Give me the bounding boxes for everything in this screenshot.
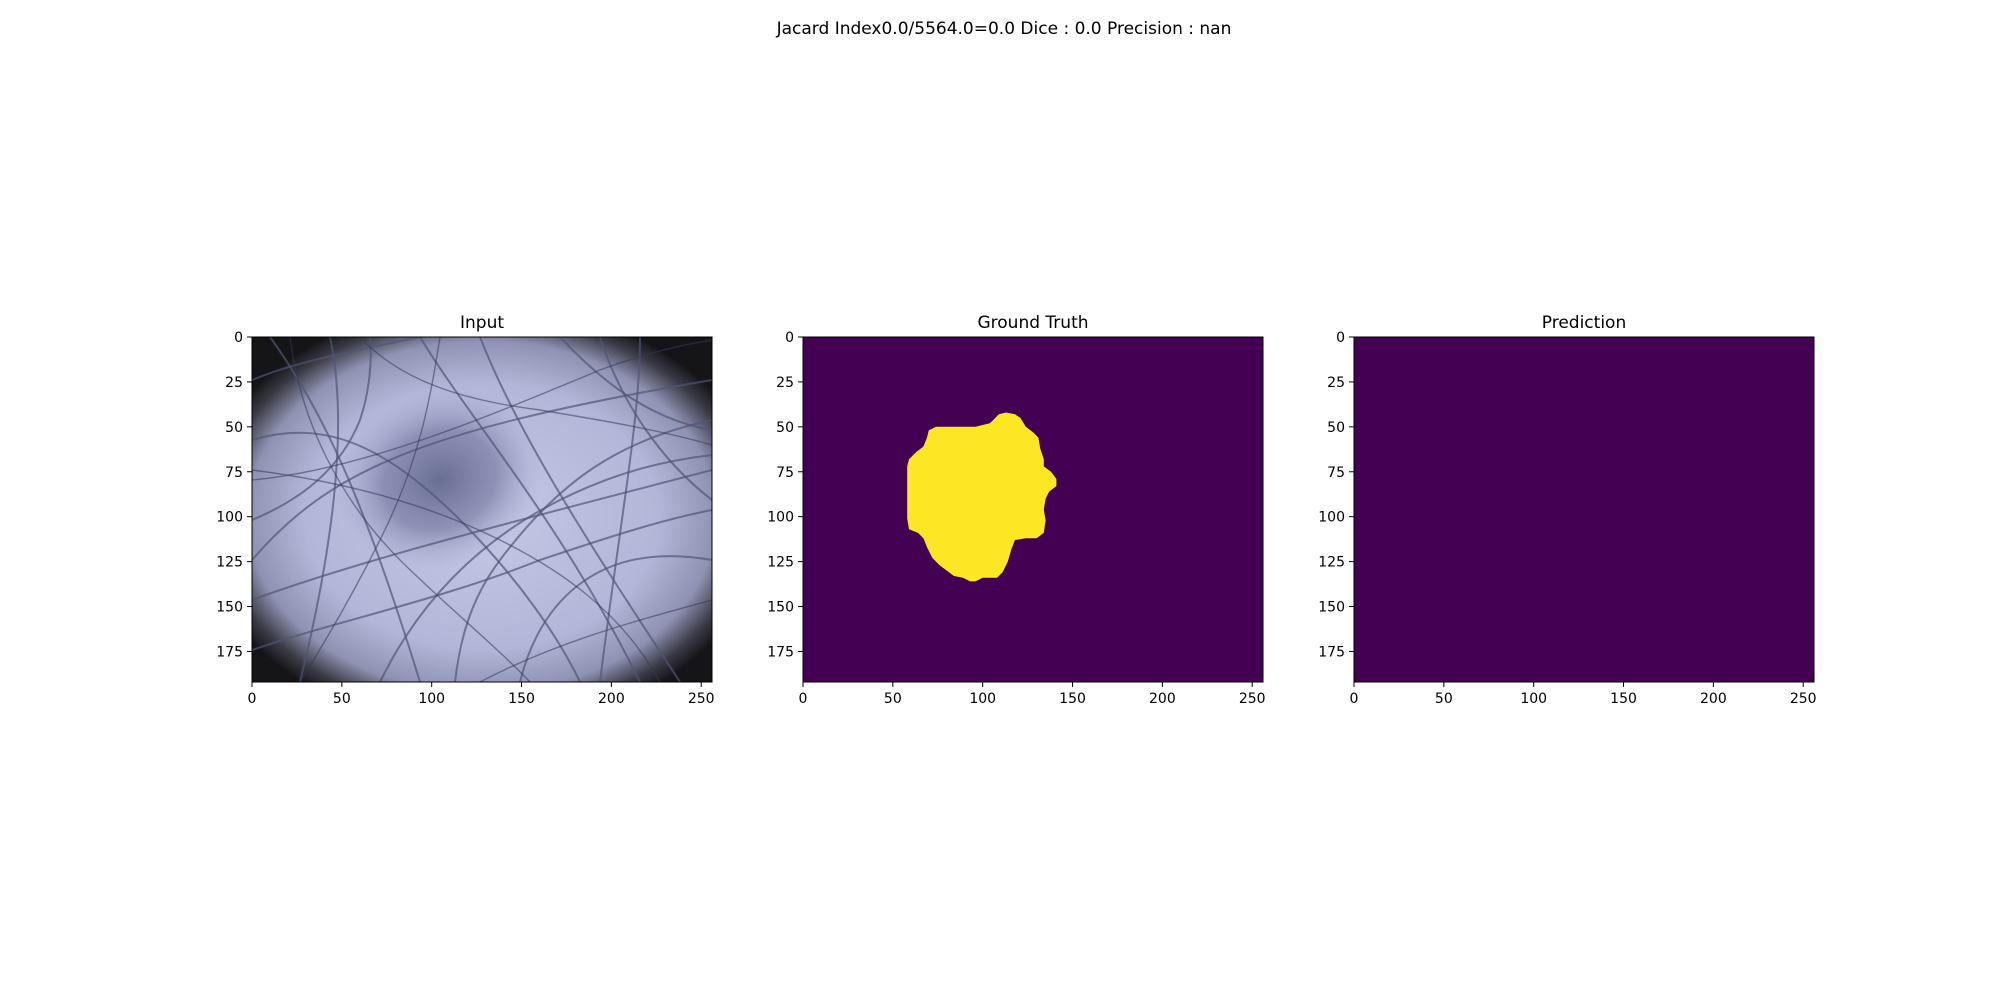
prediction-xtick-label: 250 bbox=[1790, 691, 1817, 707]
panel-ground-truth: Ground Truth 0 50 100 150 200 250 0 25 50 75 100 12… bbox=[767, 313, 1265, 707]
prediction-ytick-label: 125 bbox=[1318, 555, 1345, 571]
ground-truth-ytick-label: 175 bbox=[767, 644, 794, 660]
prediction-xtick-label: 0 bbox=[1350, 691, 1359, 707]
ground-truth-xtick-label: 50 bbox=[884, 691, 902, 707]
input-ytick-label: 100 bbox=[216, 510, 243, 526]
input-xtick-label: 0 bbox=[248, 691, 257, 707]
input-xtick-label: 100 bbox=[418, 691, 445, 707]
ground-truth-ytick-label: 75 bbox=[776, 465, 794, 481]
input-xtick-label: 150 bbox=[508, 691, 535, 707]
ground-truth-xtick-label: 150 bbox=[1059, 691, 1086, 707]
prediction-xtick-label: 100 bbox=[1520, 691, 1547, 707]
input-xtick-label: 250 bbox=[688, 691, 715, 707]
ground-truth-ytick-label: 0 bbox=[785, 330, 794, 346]
ground-truth-xtick-label: 250 bbox=[1239, 691, 1266, 707]
input-ytick-label: 0 bbox=[234, 330, 243, 346]
ground-truth-xtick-label: 100 bbox=[969, 691, 996, 707]
input-ytick-label: 75 bbox=[225, 465, 243, 481]
input-ytick-label: 50 bbox=[225, 420, 243, 436]
ground-truth-xtick-label: 200 bbox=[1149, 691, 1176, 707]
ground-truth-ytick-label: 50 bbox=[776, 420, 794, 436]
ground-truth-mask bbox=[907, 412, 1057, 582]
prediction-xtick-label: 50 bbox=[1435, 691, 1453, 707]
ground-truth-ytick-label: 150 bbox=[767, 600, 794, 616]
prediction-ytick-label: 150 bbox=[1318, 600, 1345, 616]
input-xtick-label: 200 bbox=[598, 691, 625, 707]
input-ytick-label: 150 bbox=[216, 600, 243, 616]
prediction-ytick-label: 175 bbox=[1318, 644, 1345, 660]
ticks-input: 0 50 100 150 200 250 0 25 50 75 100 125 150 175 bbox=[216, 330, 714, 707]
panel-title-ground-truth: Ground Truth bbox=[977, 313, 1088, 333]
ground-truth-ytick-label: 125 bbox=[767, 555, 794, 571]
prediction-ytick-label: 100 bbox=[1318, 510, 1345, 526]
prediction-ytick-label: 50 bbox=[1327, 420, 1345, 436]
panel-title-prediction: Prediction bbox=[1542, 313, 1626, 333]
axes-frame-ground-truth bbox=[802, 336, 1264, 683]
input-image bbox=[252, 337, 712, 682]
prediction-ytick-label: 25 bbox=[1327, 375, 1345, 391]
axes-frame-prediction bbox=[1353, 336, 1815, 683]
ground-truth-xtick-label: 0 bbox=[799, 691, 808, 707]
prediction-background bbox=[1354, 337, 1814, 682]
prediction-xtick-label: 150 bbox=[1610, 691, 1637, 707]
ground-truth-ytick-label: 100 bbox=[767, 510, 794, 526]
ground-truth-ytick-label: 25 bbox=[776, 375, 794, 391]
panel-title-input: Input bbox=[460, 313, 504, 333]
prediction-ytick-label: 0 bbox=[1336, 330, 1345, 346]
prediction-ytick-label: 75 bbox=[1327, 465, 1345, 481]
input-xtick-label: 50 bbox=[333, 691, 351, 707]
panel-input: Input bbox=[216, 313, 714, 707]
ticks-prediction: 0 50 100 150 200 250 0 25 50 75 100 125 150 175 bbox=[1318, 330, 1816, 707]
input-ytick-label: 25 bbox=[225, 375, 243, 391]
input-ytick-label: 125 bbox=[216, 555, 243, 571]
axes-frame-input bbox=[251, 336, 713, 683]
figure-suptitle: Jacard Index0.0/5564.0=0.0 Dice : 0.0 Pr… bbox=[776, 19, 1232, 39]
panel-prediction: Prediction 0 50 100 150 200 250 0 25 50 75 100 125 1… bbox=[1318, 313, 1816, 707]
ticks-ground-truth: 0 50 100 150 200 250 0 25 50 75 100 125 150 175 bbox=[767, 330, 1265, 707]
prediction-xtick-label: 200 bbox=[1700, 691, 1727, 707]
input-ytick-label: 175 bbox=[216, 644, 243, 660]
